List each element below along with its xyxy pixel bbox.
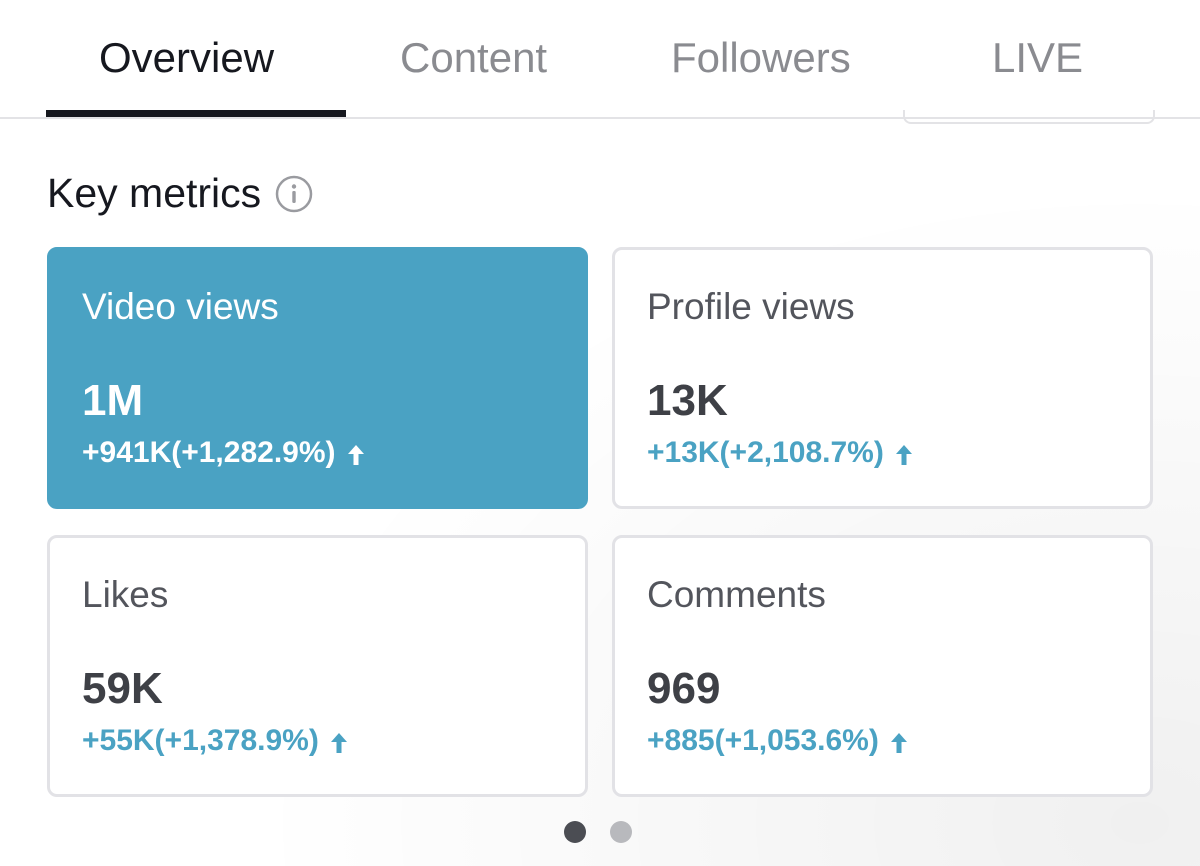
metric-card-profile-views[interactable]: Profile views 13K +13K(+2,108.7%) [612, 247, 1153, 509]
metric-change-text: +941K(+1,282.9%) [82, 436, 336, 469]
metric-label: Video views [82, 286, 279, 327]
page-dot-2[interactable] [610, 821, 632, 843]
info-icon[interactable] [275, 175, 313, 213]
tab-followers[interactable]: Followers [671, 34, 851, 81]
section-header: Key metrics [47, 170, 313, 217]
tab-bar: Overview Content Followers LIVE [0, 0, 1200, 119]
metric-card-likes[interactable]: Likes 59K +55K(+1,378.9%) [47, 535, 588, 797]
page-dot-1[interactable] [564, 821, 586, 843]
tab-live[interactable]: LIVE [992, 34, 1084, 81]
metric-card-video-views[interactable]: Video views 1M +941K(+1,282.9%) [47, 247, 588, 509]
metric-change-text: +885(+1,053.6%) [647, 724, 879, 757]
tab-content[interactable]: Content [400, 34, 548, 81]
metric-label: Likes [82, 574, 169, 615]
arrow-up-icon [346, 441, 366, 465]
metric-change-text: +13K(+2,108.7%) [647, 436, 884, 469]
metric-value: 1M [82, 376, 144, 425]
pagination-dots [564, 821, 632, 843]
arrow-up-icon [894, 441, 914, 465]
metric-change: +13K(+2,108.7%) [647, 436, 914, 470]
metric-change: +55K(+1,378.9%) [82, 724, 349, 758]
metric-value: 59K [82, 664, 163, 713]
arrow-up-icon [889, 729, 909, 753]
section-title: Key metrics [47, 170, 262, 216]
metric-value: 969 [647, 664, 721, 713]
metric-change-text: +55K(+1,378.9%) [82, 724, 319, 757]
metric-change: +941K(+1,282.9%) [82, 436, 366, 470]
active-tab-indicator [46, 110, 346, 117]
metric-label: Comments [647, 574, 826, 615]
metric-value: 13K [647, 376, 728, 425]
metric-label: Profile views [647, 286, 855, 327]
metric-card-comments[interactable]: Comments 969 +885(+1,053.6%) [612, 535, 1153, 797]
date-range-selector[interactable] [903, 110, 1155, 124]
tab-overview[interactable]: Overview [99, 34, 275, 81]
metric-change: +885(+1,053.6%) [647, 724, 909, 758]
arrow-up-icon [329, 729, 349, 753]
